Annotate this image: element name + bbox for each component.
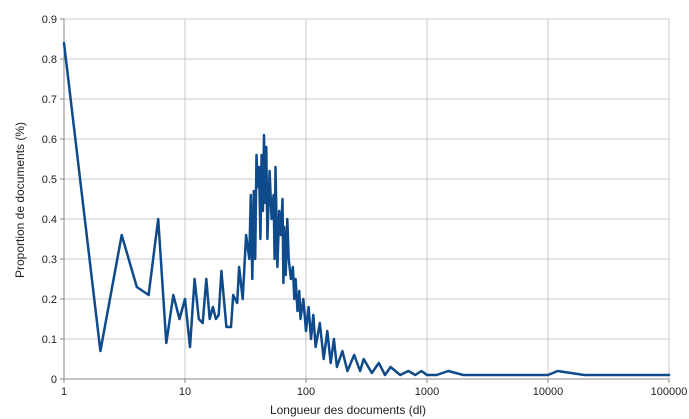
x-tick-label: 100000 — [651, 386, 688, 398]
y-axis-title: Proportion de documents (%) — [13, 122, 27, 278]
y-tick-label: 0.4 — [42, 214, 57, 226]
x-tick-label: 100 — [297, 386, 315, 398]
y-tick-label: 0.5 — [42, 174, 57, 186]
y-tick-label: 0.6 — [42, 134, 57, 146]
x-axis-title: Longueur des documents (dl) — [270, 403, 426, 417]
y-tick-label: 0.3 — [42, 254, 57, 266]
y-tick-label: 0.1 — [42, 334, 57, 346]
x-tick-label: 10000 — [533, 386, 564, 398]
y-tick-label: 0.7 — [42, 94, 57, 106]
x-tick-label: 1 — [61, 386, 67, 398]
series-group — [62, 41, 671, 377]
y-tick-label: 0 — [51, 374, 57, 386]
y-tick-label: 0.8 — [42, 54, 57, 66]
axes — [63, 19, 669, 380]
y-tick-label: 0.2 — [42, 294, 57, 306]
x-tick-label: 10 — [179, 386, 191, 398]
grid-lines — [64, 18, 670, 379]
y-axis-ticks: 0 0.1 0.2 0.3 0.4 0.5 0.6 0.7 0.8 0.9 — [42, 14, 64, 386]
y-tick-label: 0.9 — [42, 14, 57, 26]
x-axis-ticks: 1 10 100 1000 10000 100000 — [61, 379, 687, 398]
series-line — [62, 41, 671, 377]
x-tick-label: 1000 — [415, 386, 439, 398]
